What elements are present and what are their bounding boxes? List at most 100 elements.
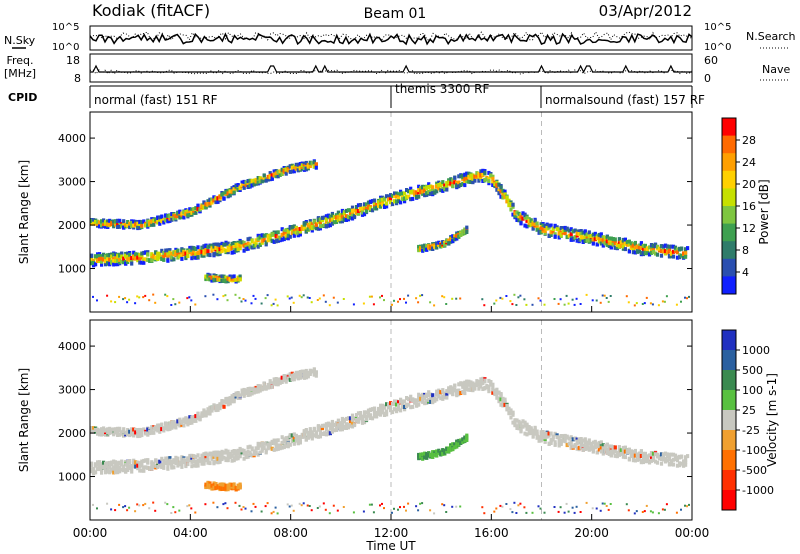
- power-echo-cell: [210, 246, 214, 251]
- power-scatter-cell: [493, 302, 496, 305]
- x-axis: 00:00 04:00 08:00 12:00 16:00 20:00 00:00: [73, 306, 709, 540]
- velocity-echo-cell: [228, 482, 232, 487]
- velocity-echo-cell: [234, 392, 238, 397]
- power-scatter-cell: [96, 299, 98, 302]
- power-echo-cell: [682, 251, 686, 256]
- power-scatter-cell: [579, 303, 582, 305]
- power-echo-cell: [242, 240, 246, 245]
- velocity-echo-cell: [234, 485, 238, 490]
- power-echo-cell: [140, 260, 144, 265]
- power-echo-cell: [226, 245, 230, 250]
- velocity-echo-cell: [188, 415, 192, 420]
- power-echo-cell: [541, 227, 545, 232]
- power-echo-cell: [491, 176, 495, 181]
- velocity-echo-cell: [192, 454, 196, 459]
- velocity-echo-cell: [162, 458, 166, 463]
- power-echo-cell: [383, 196, 387, 201]
- velocity-echo-cell: [481, 376, 485, 381]
- power-echo-cell: [126, 254, 130, 259]
- velocity-echo-cell: [184, 459, 188, 464]
- power-echo-cell: [362, 202, 367, 207]
- power-echo-cell: [565, 226, 569, 231]
- power-echo-cell: [527, 223, 531, 228]
- velocity-scatter-cell: [148, 507, 151, 510]
- power-echo-cell: [455, 233, 459, 238]
- power-echo-cell: [509, 207, 513, 212]
- power-echo-cell: [569, 227, 573, 232]
- velocity-echo-cell: [589, 442, 593, 446]
- velocity-scatter-cell: [300, 504, 303, 507]
- power-echo-cell: [669, 244, 674, 249]
- power-echo-cell: [250, 183, 254, 188]
- power-echo-cell: [495, 180, 499, 185]
- velocity-echo-cell: [212, 454, 216, 459]
- velocity-echo-cell: [370, 407, 375, 412]
- power-echo-cell: [358, 203, 363, 207]
- power-echo-cell: [661, 249, 666, 254]
- velocity-echo-cell: [671, 452, 676, 457]
- velocity-echo-cell: [222, 450, 226, 455]
- power-echo-cell: [216, 248, 220, 253]
- velocity-echo-cell: [112, 427, 116, 432]
- power-echo-cell: [206, 276, 210, 281]
- power-echo-cell: [150, 217, 154, 222]
- velocity-echo-cell: [370, 416, 375, 421]
- power-echo-cell: [214, 242, 218, 247]
- colorbar-tick-label: -25: [742, 424, 760, 437]
- power-echo-cell: [609, 238, 613, 243]
- power-echo-cell: [487, 179, 491, 184]
- velocity-echo-cell: [120, 460, 124, 465]
- velocity-scatter-cell: [445, 511, 448, 513]
- velocity-echo-cell: [427, 452, 431, 457]
- power-echo-cell: [250, 245, 254, 250]
- power-echo-cell: [312, 160, 316, 165]
- power-echo-cell: [270, 176, 274, 181]
- velocity-echo-cell: [98, 428, 102, 433]
- velocity-echo-cell: [461, 437, 465, 442]
- power-echo-cell: [661, 244, 666, 249]
- velocity-echo-cell: [176, 463, 180, 468]
- power-echo-cell: [633, 240, 637, 245]
- velocity-echo-cell: [158, 459, 162, 464]
- power-echo-cell: [475, 171, 479, 176]
- velocity-echo-cell: [379, 406, 383, 411]
- power-echo-cell: [256, 233, 260, 238]
- power-echo-cell: [451, 239, 455, 244]
- velocity-echo-cell: [276, 443, 280, 448]
- power-echo-cell: [288, 164, 292, 169]
- velocity-echo-cell: [196, 414, 200, 419]
- velocity-echo-cell: [166, 461, 170, 466]
- power-echo-cell: [158, 221, 162, 226]
- velocity-echo-cell: [511, 420, 515, 425]
- velocity-echo-cell: [547, 431, 551, 436]
- power-echo-cell: [515, 218, 519, 222]
- velocity-echo-cell: [525, 426, 529, 431]
- velocity-echo-cell: [278, 444, 282, 449]
- velocity-scatter-cell: [563, 511, 566, 514]
- power-echo-cell: [238, 277, 242, 282]
- velocity-echo-cell: [150, 430, 154, 435]
- power-echo-cell: [116, 219, 120, 224]
- power-echo-cell: [116, 262, 120, 267]
- power-echo-cell: [232, 241, 236, 245]
- power-echo-cell: [142, 258, 146, 263]
- x-tick-label: 16:00: [474, 526, 509, 540]
- power-echo-cell: [160, 257, 164, 261]
- velocity-echo-cell: [304, 437, 308, 442]
- power-echo-cell: [198, 249, 202, 254]
- velocity-echo-cell: [611, 445, 615, 449]
- power-echo-cell: [132, 254, 136, 259]
- power-echo-cell: [481, 179, 485, 183]
- power-echo-cell: [635, 245, 639, 249]
- power-echo-cell: [216, 242, 220, 247]
- velocity-echo-cell: [258, 450, 262, 455]
- power-echo-cell: [286, 233, 290, 238]
- velocity-echo-cell: [581, 448, 585, 452]
- velocity-echo-cell: [196, 463, 200, 468]
- power-echo-cell: [557, 235, 561, 240]
- power-echo-cell: [431, 185, 435, 190]
- velocity-echo-cell: [533, 430, 537, 435]
- power-echo-cell: [607, 236, 611, 241]
- velocity-echo-cell: [290, 373, 294, 378]
